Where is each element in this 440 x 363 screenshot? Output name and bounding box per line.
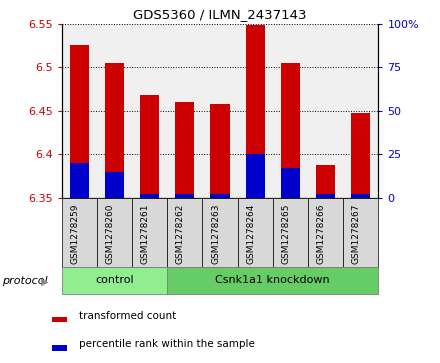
Bar [281, 168, 300, 198]
Bar [351, 194, 370, 198]
Bar [281, 168, 300, 198]
Text: GSM1278259: GSM1278259 [70, 203, 79, 264]
Text: Csnk1a1 knockdown: Csnk1a1 knockdown [216, 276, 330, 285]
Text: GSM1278261: GSM1278261 [141, 203, 150, 264]
Bar [70, 163, 89, 198]
FancyBboxPatch shape [202, 198, 238, 267]
Bar [210, 194, 230, 198]
FancyBboxPatch shape [343, 198, 378, 267]
Text: protocol: protocol [2, 276, 48, 286]
FancyBboxPatch shape [132, 198, 167, 267]
Bar [175, 194, 194, 198]
Bar [210, 194, 230, 198]
Text: GSM1278267: GSM1278267 [352, 203, 361, 264]
FancyBboxPatch shape [97, 198, 132, 267]
Text: GSM1278265: GSM1278265 [282, 203, 290, 264]
Bar [140, 95, 159, 198]
Text: GSM1278263: GSM1278263 [211, 203, 220, 264]
Bar [246, 154, 265, 198]
Text: GSM1278264: GSM1278264 [246, 203, 255, 264]
Bar [316, 194, 335, 198]
Bar [52, 345, 67, 351]
FancyBboxPatch shape [308, 198, 343, 267]
FancyBboxPatch shape [238, 198, 273, 267]
Text: GSM1278262: GSM1278262 [176, 203, 185, 264]
Text: ▶: ▶ [41, 276, 48, 286]
FancyBboxPatch shape [167, 267, 378, 294]
Bar [210, 104, 230, 198]
FancyBboxPatch shape [62, 198, 97, 267]
Title: GDS5360 / ILMN_2437143: GDS5360 / ILMN_2437143 [133, 8, 307, 21]
Bar [246, 154, 265, 198]
Bar [105, 63, 124, 198]
Text: control: control [95, 276, 134, 285]
Bar [351, 113, 370, 198]
Bar [351, 194, 370, 198]
Bar [175, 194, 194, 198]
Text: GSM1278260: GSM1278260 [106, 203, 114, 264]
Bar [316, 194, 335, 198]
Bar [105, 172, 124, 198]
Text: transformed count: transformed count [79, 311, 176, 321]
Bar [105, 172, 124, 198]
Text: GSM1278266: GSM1278266 [317, 203, 326, 264]
Bar [140, 194, 159, 198]
Bar [70, 45, 89, 198]
Bar [281, 63, 300, 198]
Bar [140, 194, 159, 198]
FancyBboxPatch shape [62, 267, 167, 294]
FancyBboxPatch shape [167, 198, 202, 267]
Bar [316, 165, 335, 198]
Bar [52, 317, 67, 322]
FancyBboxPatch shape [273, 198, 308, 267]
Bar [175, 102, 194, 198]
Bar [70, 163, 89, 198]
Bar [246, 25, 265, 198]
Text: percentile rank within the sample: percentile rank within the sample [79, 339, 255, 349]
